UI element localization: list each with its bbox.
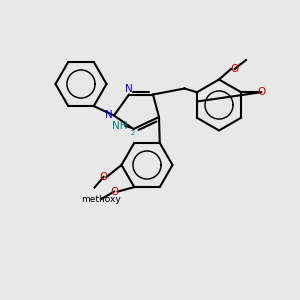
Text: 2: 2	[130, 130, 135, 136]
Text: O: O	[257, 87, 265, 97]
Text: N: N	[105, 110, 112, 121]
Text: methoxy: methoxy	[81, 195, 121, 204]
Text: NH: NH	[112, 121, 128, 131]
Text: N: N	[125, 84, 133, 94]
Text: O: O	[110, 187, 118, 196]
Text: O: O	[230, 64, 239, 74]
Text: O: O	[99, 172, 108, 182]
